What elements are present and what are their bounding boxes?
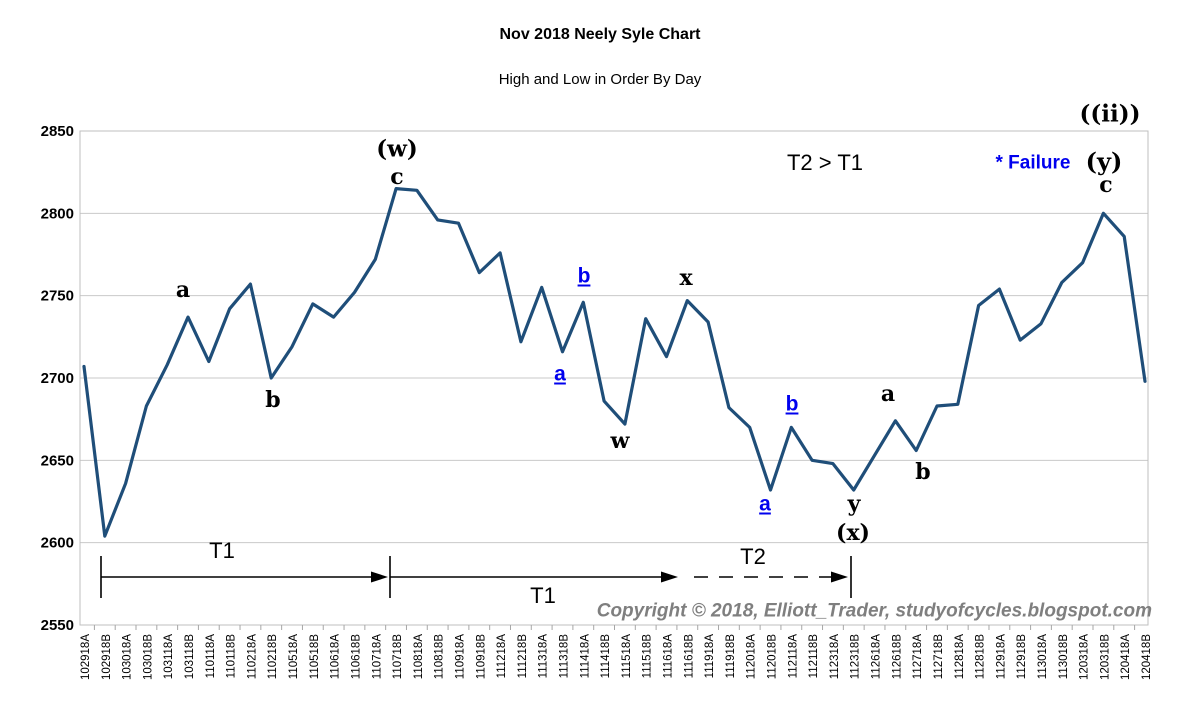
x-axis-label: 112918B bbox=[1016, 634, 1028, 680]
y-axis-label: 2750 bbox=[41, 288, 74, 305]
x-axis-label: 112718B bbox=[933, 634, 945, 680]
x-axis-label: 120318A bbox=[1079, 634, 1091, 680]
x-axis-label: 112118A bbox=[787, 634, 799, 679]
x-axis-label: 110718B bbox=[392, 634, 404, 680]
x-axis-label: 110618B bbox=[350, 634, 362, 680]
x-axis-label: 111618B bbox=[683, 634, 695, 679]
x-axis-label: 112818B bbox=[975, 634, 987, 680]
x-axis-label: 110718A bbox=[371, 634, 383, 680]
x-axis-label: 112918A bbox=[995, 634, 1007, 680]
x-axis-label: 110918B bbox=[475, 634, 487, 680]
x-axis-label: 111618A bbox=[663, 634, 675, 679]
x-axis-label: 110218A bbox=[246, 634, 258, 680]
y-axis-label: 2650 bbox=[41, 452, 74, 469]
y-axis-label: 2700 bbox=[41, 370, 74, 387]
x-axis-label: 113018A bbox=[1037, 634, 1049, 680]
x-axis-label: 110818B bbox=[434, 634, 446, 680]
x-axis-label: 110818A bbox=[413, 634, 425, 680]
x-axis-label: 111318A bbox=[538, 634, 550, 679]
y-axis-label: 2850 bbox=[41, 123, 74, 140]
y-axis-label: 2550 bbox=[41, 617, 74, 634]
t2-arrow-head bbox=[831, 571, 848, 583]
x-axis-label: 102918B bbox=[101, 634, 113, 680]
x-axis-label: 111318B bbox=[558, 634, 570, 679]
x-axis-label: 120418B bbox=[1141, 634, 1153, 680]
x-axis-label: 112318A bbox=[829, 634, 841, 680]
x-axis-label: 110618A bbox=[330, 634, 342, 680]
chart-title: Nov 2018 Neely Syle Chart bbox=[499, 26, 701, 43]
x-axis-label: 111418B bbox=[600, 634, 612, 679]
x-axis-label: 111918A bbox=[704, 634, 716, 679]
x-axis-label: 112018A bbox=[746, 634, 758, 680]
y-axis-label: 2600 bbox=[41, 535, 74, 552]
x-axis-label: 111518B bbox=[642, 634, 654, 679]
x-axis-label: 110218B bbox=[267, 634, 279, 680]
x-axis-label: 112818A bbox=[954, 634, 966, 680]
x-axis-label: 110518B bbox=[309, 634, 321, 680]
t1-arrow-2-head bbox=[661, 571, 678, 583]
x-axis-label: 112718A bbox=[912, 634, 924, 680]
x-axis-label: 103018A bbox=[122, 634, 134, 680]
chart-subtitle: High and Low in Order By Day bbox=[498, 71, 702, 88]
t1-arrow-1-head bbox=[371, 571, 388, 583]
x-axis-label: 103018B bbox=[142, 634, 154, 680]
x-axis-label: 111218B bbox=[517, 634, 529, 679]
x-axis-label: 111418A bbox=[579, 634, 591, 679]
x-axis-label: 103118B bbox=[184, 634, 196, 680]
x-axis-label: 112018B bbox=[767, 634, 779, 680]
x-axis-label: 111918B bbox=[725, 634, 737, 679]
x-axis-label: 110118A bbox=[205, 634, 217, 679]
x-axis-label: 102918A bbox=[80, 634, 92, 680]
x-axis-label: 112618B bbox=[891, 634, 903, 680]
x-axis-label: 120418A bbox=[1120, 634, 1132, 680]
x-axis-label: 120318B bbox=[1099, 634, 1111, 680]
price-line bbox=[82, 187, 1147, 538]
x-axis-label: 111518A bbox=[621, 634, 633, 679]
x-axis-label: 103118A bbox=[163, 634, 175, 680]
x-axis-label: 110918A bbox=[454, 634, 466, 680]
x-axis-label: 110518A bbox=[288, 634, 300, 680]
x-axis-label: 111218A bbox=[496, 634, 508, 679]
x-axis-label: 110118B bbox=[226, 634, 238, 679]
y-axis-label: 2800 bbox=[41, 205, 74, 222]
x-axis-label: 112118B bbox=[808, 634, 820, 679]
x-axis-label: 113018B bbox=[1058, 634, 1070, 680]
x-axis-label: 112318B bbox=[850, 634, 862, 680]
x-axis-label: 112618A bbox=[871, 634, 883, 680]
